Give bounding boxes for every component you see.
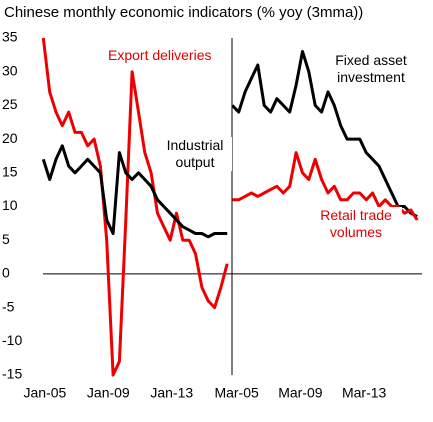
- series-label: Retail trade volumes: [310, 207, 402, 241]
- series-label: Industrial output: [158, 137, 232, 171]
- chart-title: Chinese monthly economic indicators (% y…: [4, 4, 364, 21]
- series-line: [232, 151, 419, 221]
- y-tick-label: -15: [2, 366, 22, 382]
- y-tick-label: -10: [2, 332, 22, 348]
- series-line: [41, 144, 228, 239]
- y-tick-label: 30: [2, 62, 18, 78]
- y-tick-label: 10: [2, 197, 18, 213]
- series-line: [41, 37, 229, 377]
- series-line: [231, 50, 418, 218]
- y-tick-label: -5: [2, 298, 15, 314]
- y-tick-label: 35: [2, 29, 18, 45]
- x-tick-label: Mar-05: [214, 385, 259, 401]
- series-label: Export deliveries: [108, 47, 212, 64]
- x-tick-label: Jan-09: [87, 385, 130, 401]
- y-tick-label: 0: [2, 265, 10, 281]
- y-tick-label: 5: [2, 231, 10, 247]
- x-tick-label: Mar-09: [278, 385, 323, 401]
- series-label: Fixed asset investment: [326, 52, 416, 86]
- y-tick-label: 20: [2, 130, 18, 146]
- x-tick-label: Mar-13: [342, 385, 387, 401]
- y-tick-label: 25: [2, 96, 18, 112]
- x-tick-label: Jan-05: [23, 385, 66, 401]
- x-tick-label: Jan-13: [150, 385, 193, 401]
- y-tick-label: 15: [2, 164, 18, 180]
